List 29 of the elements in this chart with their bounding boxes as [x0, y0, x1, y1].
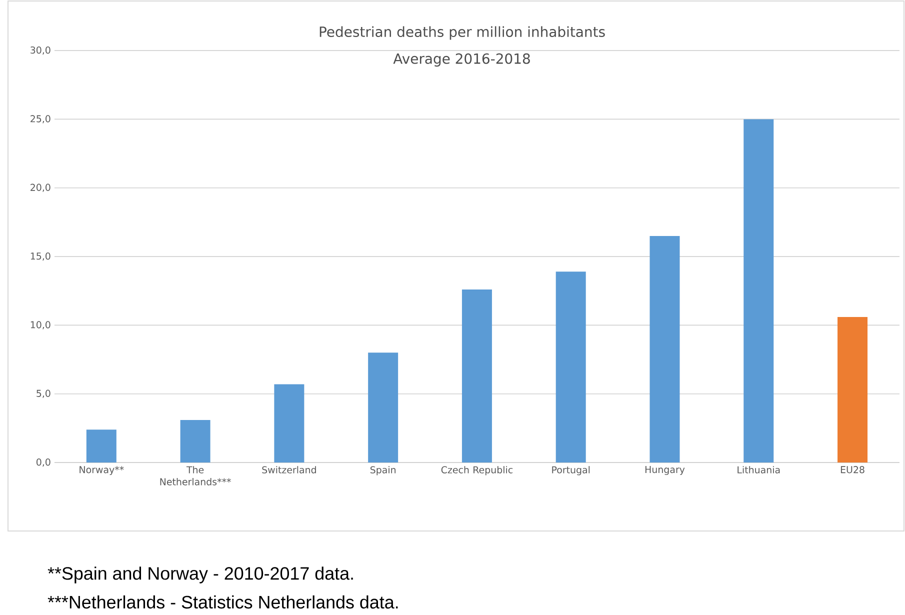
x-tick-label: Spain — [370, 466, 396, 476]
x-tick-label: EU28 — [840, 466, 864, 474]
x-tick-label: The Netherlands*** — [160, 466, 231, 486]
y-tick-label: 15,0 — [30, 252, 50, 261]
bar — [180, 420, 210, 463]
y-tick-label: 10,0 — [30, 321, 50, 330]
chart-subtitle: Average 2016-2018 — [393, 53, 530, 67]
bar — [838, 316, 868, 463]
bar — [86, 430, 116, 463]
bar — [650, 236, 680, 463]
y-tick-label: 0,0 — [36, 458, 50, 467]
x-tick-label: Lithuania — [738, 466, 780, 474]
y-tick-label: 5,0 — [36, 390, 50, 398]
y-tick-label: 25,0 — [30, 115, 50, 124]
x-tick-label: Norway** — [80, 466, 124, 476]
bar — [744, 119, 774, 463]
bar — [556, 272, 586, 463]
text: ***Netherlands - Statistics Netherlands data. — [48, 595, 398, 609]
y-tick-label: 30,0 — [30, 46, 50, 55]
bar — [368, 352, 398, 463]
bar — [462, 290, 492, 463]
text: **Spain and Norway - 2010-2017 data. — [48, 566, 353, 584]
y-tick-label: 20,0 — [30, 184, 50, 192]
chart-title: Pedestrian deaths per million inhabitants — [320, 26, 605, 40]
bar — [274, 384, 304, 463]
x-tick-label: Czech Republic — [441, 466, 512, 476]
x-tick-label: Portugal — [552, 466, 590, 476]
x-tick-label: Hungary — [645, 466, 685, 475]
x-tick-label: Switzerland — [262, 466, 316, 474]
